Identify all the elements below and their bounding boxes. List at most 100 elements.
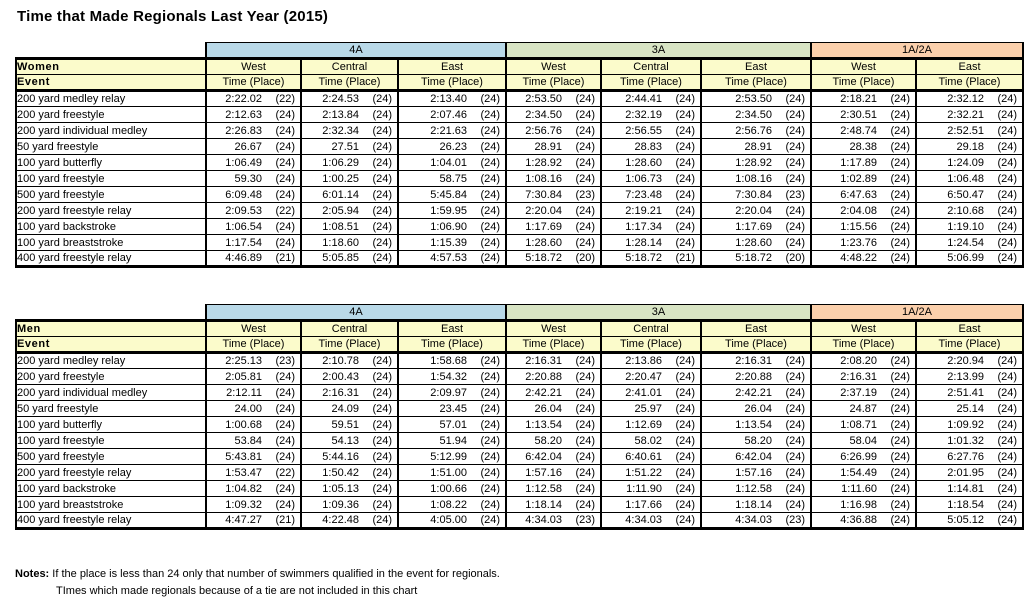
- result-cell-content: 59.30 (24): [208, 172, 299, 186]
- place-value: (23): [575, 514, 595, 526]
- result-cell: 1:15.39 (24): [397, 234, 507, 251]
- place-value: (24): [785, 220, 805, 233]
- event-cell: 200 yard freestyle: [15, 368, 207, 385]
- time-value: 1:11.90: [626, 482, 662, 495]
- result-cell-content: 2:04.08 (24): [813, 204, 914, 218]
- time-value: 1:09.32: [225, 498, 262, 511]
- time-value: 2:20.47: [625, 370, 662, 383]
- place-value: (24): [997, 355, 1017, 367]
- event-cell: 500 yard freestyle: [15, 448, 207, 465]
- result-cell: 1:24.09 (24): [915, 154, 1024, 171]
- classification-band-3a: 3A: [505, 304, 812, 321]
- place-value: (24): [675, 514, 695, 526]
- time-value: 6:42.04: [735, 450, 772, 463]
- result-cell: 57.01 (24): [397, 416, 507, 433]
- result-cell: 26.67 (24): [205, 138, 302, 155]
- time-place-header: Time (Place): [397, 336, 507, 354]
- result-cell-content: 2:20.04 (24): [703, 204, 809, 218]
- result-cell: 4:34.03 (24): [600, 512, 702, 530]
- event-cell: 200 yard medley relay: [15, 90, 207, 107]
- time-value: 51.94: [439, 434, 467, 447]
- result-cell-content: 25.97 (24): [603, 402, 699, 416]
- time-value: 1:28.60: [735, 236, 772, 249]
- time-value: 1:12.58: [525, 482, 562, 495]
- place-value: (24): [372, 172, 392, 185]
- region-header-3a-west: West: [505, 57, 602, 75]
- time-value: 1:17.89: [840, 156, 877, 169]
- table-row: 100 yard breaststroke 1:09.32 (24) 1:09.36 (…: [15, 496, 1024, 513]
- time-value: 28.38: [849, 140, 877, 153]
- time-value: 5:05.85: [322, 252, 359, 264]
- result-cell: 1:05.13 (24): [300, 480, 399, 497]
- result-cell: 28.91 (24): [700, 138, 812, 155]
- time-value: 1:18.60: [322, 236, 359, 249]
- time-value: 1:18.54: [947, 498, 984, 511]
- place-value: (24): [675, 188, 695, 201]
- time-value: 2:51.41: [947, 386, 984, 399]
- place-value: (24): [890, 514, 910, 526]
- result-cell: 1:53.47 (22): [205, 464, 302, 481]
- time-value: 58.04: [849, 434, 877, 447]
- time-value: 53.84: [234, 434, 262, 447]
- place-value: (24): [785, 172, 805, 185]
- time-value: 1:13.54: [525, 418, 562, 431]
- table-row: 200 yard freestyle relay 2:09.53 (22) 2:05.…: [15, 202, 1024, 219]
- result-cell-content: 2:34.50 (24): [508, 108, 599, 122]
- time-value: 1:14.81: [947, 482, 984, 495]
- result-cell-content: 1:18.14 (24): [703, 498, 809, 512]
- event-cell: 100 yard freestyle: [15, 432, 207, 449]
- result-cell: 1:18.14 (24): [505, 496, 602, 513]
- time-value: 26.04: [744, 402, 772, 415]
- result-cell: 26.04 (24): [700, 400, 812, 417]
- result-cell-content: 5:05.12 (24): [918, 514, 1021, 526]
- time-value: 2:16.31: [322, 386, 359, 399]
- notes: Notes: If the place is less than 24 only…: [15, 566, 1024, 600]
- classification-band-1a-2a: 1A/2A: [810, 42, 1024, 59]
- event-cell: 400 yard freestyle relay: [15, 512, 207, 530]
- band-spacer: [16, 42, 206, 59]
- time-value: 1:06.73: [625, 172, 662, 185]
- result-cell: 7:23.48 (24): [600, 186, 702, 203]
- place-value: (24): [480, 370, 500, 383]
- result-cell-content: 1:17.34 (24): [603, 220, 699, 234]
- result-cell-content: 4:46.89 (21): [208, 252, 299, 264]
- result-cell-content: 28.91 (24): [508, 140, 599, 154]
- result-cell: 1:14.81 (24): [915, 480, 1024, 497]
- time-value: 5:43.81: [225, 450, 262, 463]
- result-cell-content: 2:16.31 (24): [508, 354, 599, 368]
- result-cell: 2:04.08 (24): [810, 202, 917, 219]
- place-value: (24): [785, 355, 805, 367]
- result-cell-content: 6:42.04 (24): [703, 450, 809, 464]
- result-cell: 2:20.04 (24): [505, 202, 602, 219]
- result-cell: 1:04.82 (24): [205, 480, 302, 497]
- result-cell: 6:40.61 (24): [600, 448, 702, 465]
- result-cell-content: 1:06.90 (24): [400, 220, 504, 234]
- result-cell-content: 58.04 (24): [813, 434, 914, 448]
- result-cell-content: 1:00.68 (24): [208, 418, 299, 432]
- event-cell: 200 yard freestyle relay: [15, 464, 207, 481]
- table-row: 200 yard freestyle 2:12.63 (24) 2:13.84 (24)…: [15, 106, 1024, 123]
- time-place-header: Time (Place): [505, 336, 602, 354]
- result-cell-content: 26.04 (24): [703, 402, 809, 416]
- table-row: 200 yard individual medley 2:26.83 (24) 2:3…: [15, 122, 1024, 139]
- place-value: (24): [480, 386, 500, 399]
- result-cell: 1:17.34 (24): [600, 218, 702, 235]
- result-cell: 1:28.92 (24): [700, 154, 812, 171]
- result-cell-content: 4:34.03 (23): [703, 514, 809, 526]
- event-cell: 200 yard individual medley: [15, 384, 207, 401]
- time-value: 2:20.04: [525, 204, 562, 217]
- place-value: (24): [575, 220, 595, 233]
- region-header-3a-west: West: [505, 319, 602, 337]
- result-cell-content: 1:08.22 (24): [400, 498, 504, 512]
- result-cell: 2:13.99 (24): [915, 368, 1024, 385]
- result-cell-content: 1:12.58 (24): [703, 482, 809, 496]
- result-cell: 1:18.60 (24): [300, 234, 399, 251]
- time-value: 1:19.10: [947, 220, 984, 233]
- result-cell: 5:43.81 (24): [205, 448, 302, 465]
- result-cell: 1:12.69 (24): [600, 416, 702, 433]
- event-cell: 100 yard backstroke: [15, 218, 207, 235]
- place-value: (24): [890, 370, 910, 383]
- event-cell: 50 yard freestyle: [15, 400, 207, 417]
- time-value: 1:04.01: [430, 156, 467, 169]
- result-cell-content: 2:56.76 (24): [508, 124, 599, 138]
